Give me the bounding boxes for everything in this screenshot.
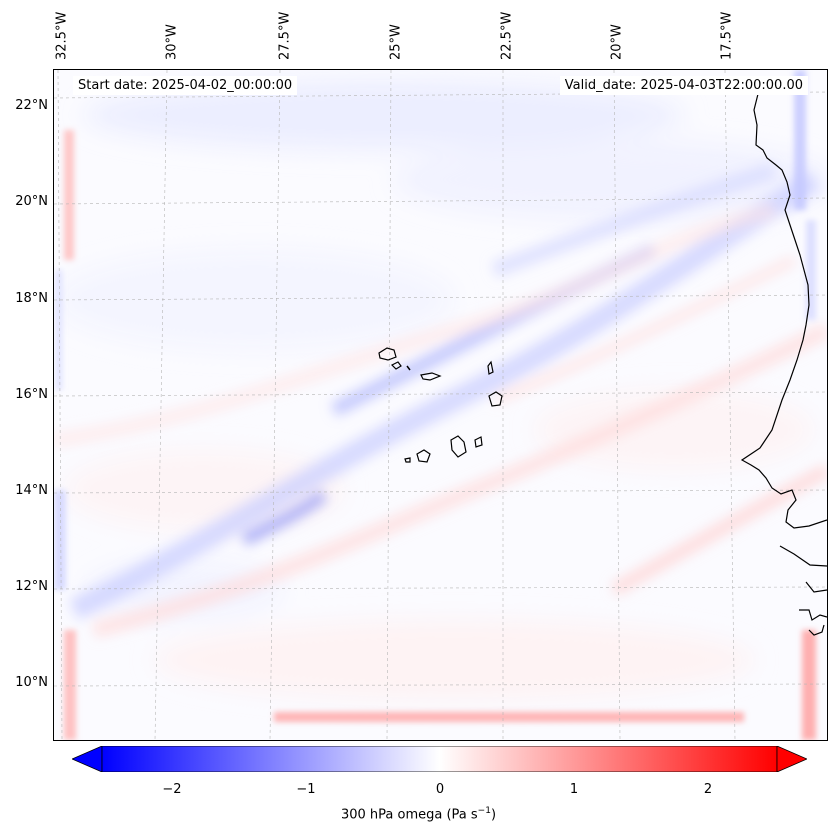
omega-background-patches [54, 80, 827, 700]
lon-label-32-5w: 32.5°W [54, 11, 70, 60]
colorbar-tick-0: 0 [435, 782, 445, 797]
cape-verde-islands [378, 347, 503, 463]
start-date-label: Start date: 2025-04-02_00:00:00 [73, 76, 298, 95]
lon-label-27-5w: 27.5°W [277, 11, 293, 60]
omega-field-svg [54, 70, 827, 740]
colorbar-tick-1: 1 [569, 782, 579, 797]
colorbar-high-extend [776, 746, 807, 772]
lon-label-25w: 25°W [388, 24, 404, 60]
graticule [54, 70, 827, 740]
omega-map-panel[interactable] [53, 69, 828, 741]
lat-label-22n: 22°N [15, 98, 48, 113]
lat-label-16n: 16°N [15, 387, 48, 402]
colorbar-tick-2: 2 [703, 782, 713, 797]
coastline [740, 89, 827, 636]
colorbar-label-text: 300 hPa omega (Pa s [340, 807, 478, 823]
colorbar-label: 300 hPa omega (Pa s−1) [0, 806, 837, 822]
lat-label-10n: 10°N [15, 675, 48, 690]
lon-label-22-5w: 22.5°W [499, 11, 515, 60]
colorbar-tick-minus-2: −2 [162, 782, 182, 797]
colorbar-label-close: ) [490, 807, 497, 823]
lon-label-30w: 30°W [164, 24, 180, 60]
lat-label-14n: 14°N [15, 483, 48, 498]
colorbar-tick-minus-1: −1 [296, 782, 316, 797]
colorbar-gradient [101, 746, 778, 772]
lon-label-17-5w: 17.5°W [719, 11, 735, 60]
valid-date-label: Valid_date: 2025-04-03T22:00:00.00 [559, 76, 808, 95]
lat-label-20n: 20°N [15, 194, 48, 209]
omega-edge-artefacts [54, 70, 816, 740]
lat-label-18n: 18°N [15, 291, 48, 306]
lon-label-20w: 20°W [609, 24, 625, 60]
colorbar [72, 746, 807, 772]
colorbar-label-exponent: −1 [477, 806, 491, 816]
omega-bands [54, 162, 827, 638]
lat-label-12n: 12°N [15, 579, 48, 594]
colorbar-low-extend [72, 746, 103, 772]
